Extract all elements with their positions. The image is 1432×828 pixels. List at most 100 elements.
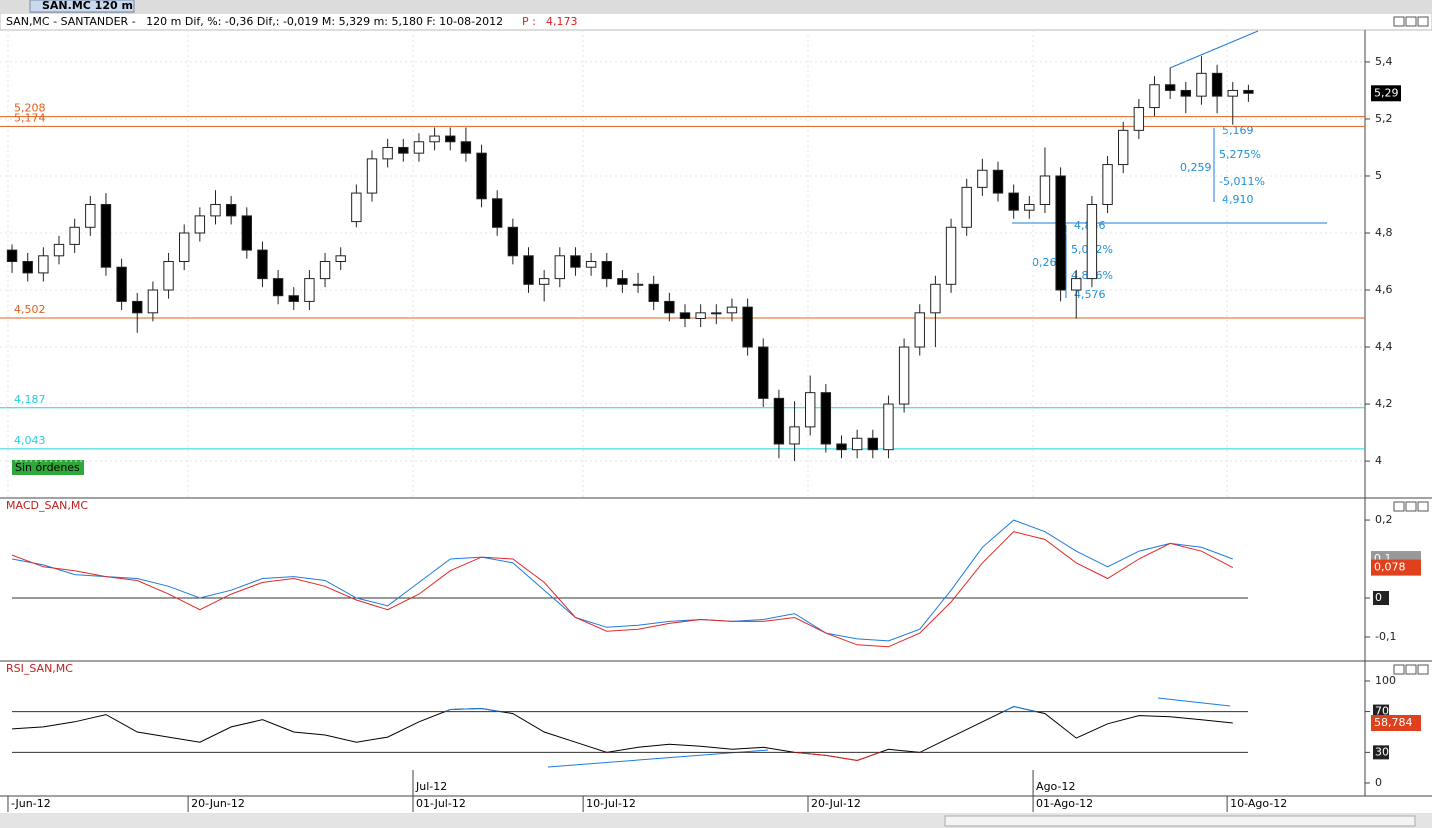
window-buttons	[1393, 16, 1429, 675]
level-label: 4,187	[14, 393, 46, 406]
candle-body	[304, 278, 315, 302]
candle-body	[445, 135, 456, 143]
x-tick-label: 01-Jul-12	[416, 797, 466, 810]
orders-text: Sin órdenes	[15, 461, 80, 474]
y-tick-label: 30	[1375, 745, 1389, 758]
info-p-value: 4,173	[546, 15, 578, 28]
candle-body	[241, 215, 252, 251]
candle-body	[210, 203, 221, 217]
info-text: SAN,MC - SANTANDER - 120 m Dif, %: -0,36…	[6, 15, 503, 28]
y-tick-label: 100	[1375, 674, 1396, 687]
candle-body	[805, 392, 816, 428]
tick-box	[1373, 591, 1389, 606]
candle-body	[351, 192, 362, 223]
candle-body	[1211, 72, 1223, 97]
x-tick-label: 10-Ago-12	[1230, 797, 1287, 810]
x-tick-label: 20-Jul-12	[811, 797, 861, 810]
candle-body	[1008, 192, 1019, 211]
candle-body	[1180, 89, 1192, 97]
candle-body	[163, 261, 174, 291]
candle-body	[507, 226, 519, 257]
y-tick-label: 5	[1375, 169, 1382, 182]
tick-box	[1373, 745, 1389, 760]
series-line	[12, 519, 1233, 642]
orders-box[interactable]	[12, 460, 84, 475]
month-label: Ago-12	[1036, 780, 1075, 793]
candle-body	[413, 141, 425, 154]
last-value-label: 0,078	[1374, 561, 1406, 574]
candle-body	[1149, 84, 1160, 109]
candle-body	[476, 152, 487, 200]
candle-body	[617, 278, 628, 285]
minimize[interactable]	[1393, 501, 1405, 512]
candle-body	[1118, 129, 1129, 166]
candle-body	[789, 426, 800, 445]
candle-body	[1055, 175, 1066, 291]
annotation: 4,910	[1222, 193, 1254, 206]
candle-body	[38, 255, 49, 274]
close[interactable]	[1417, 16, 1429, 27]
candle-body	[632, 283, 644, 286]
candle-body	[930, 283, 941, 314]
candle-body	[1164, 84, 1176, 91]
panel-title: RSI_SAN,MC	[6, 662, 73, 675]
candle-body	[132, 300, 143, 314]
info-p-label: P :	[522, 15, 536, 28]
y-tick-label: 0	[1375, 776, 1382, 789]
y-tick-label: -0,1	[1375, 630, 1396, 643]
tab-bar	[0, 0, 1432, 12]
candle-body	[179, 232, 190, 263]
candle-body	[664, 300, 675, 314]
candle-body	[69, 226, 80, 245]
info-bar	[0, 12, 1432, 31]
candle-body	[194, 215, 206, 234]
candle-body	[773, 397, 785, 445]
y-tick-label: 4,6	[1375, 283, 1393, 296]
x-tick-label: 10-Jul-12	[586, 797, 636, 810]
candle-body	[554, 255, 565, 280]
minimize[interactable]	[1393, 664, 1405, 675]
candle-body	[1227, 89, 1238, 97]
candle-body	[1196, 72, 1207, 97]
candle-body	[851, 437, 863, 451]
x-tick-label: -Jun-12	[11, 797, 51, 810]
candle-body	[898, 346, 910, 405]
candle-body	[883, 403, 894, 451]
candle-body	[429, 135, 440, 143]
candle-body	[1086, 203, 1098, 280]
candle-body	[147, 289, 159, 314]
y-tick-label: 0	[1375, 591, 1382, 604]
y-tick-label: 5,4	[1375, 55, 1393, 68]
candle-body	[695, 312, 706, 320]
candle-body	[492, 198, 503, 228]
candle-body	[570, 255, 581, 268]
maximize[interactable]	[1405, 501, 1417, 512]
annotation: -5,011%	[1219, 175, 1265, 188]
overbought-line	[443, 705, 1039, 712]
candle-body	[523, 255, 534, 285]
level-label: 4,502	[14, 303, 46, 316]
annotation: 5,169	[1222, 124, 1254, 137]
close[interactable]	[1417, 664, 1429, 675]
maximize[interactable]	[1405, 664, 1417, 675]
candle-body	[1133, 107, 1145, 131]
candle-body	[648, 283, 659, 302]
candle-body	[319, 261, 331, 280]
last-value-box	[1371, 559, 1421, 576]
candle-body	[585, 261, 597, 268]
maximize[interactable]	[1405, 16, 1417, 27]
candle-body	[366, 158, 378, 194]
candle-body	[53, 243, 65, 257]
close[interactable]	[1417, 501, 1429, 512]
minimize[interactable]	[1393, 16, 1405, 27]
annotation: 4,576	[1074, 288, 1106, 301]
candle-body	[726, 306, 738, 314]
scroll-thumb[interactable]	[944, 815, 1416, 827]
candle-body	[945, 226, 957, 285]
tab[interactable]	[29, 0, 135, 13]
rsi-divergence	[1157, 697, 1231, 707]
x-tick-label: 01-Ago-12	[1036, 797, 1093, 810]
tab-title: SAN.MC 120 m	[42, 0, 133, 12]
y-tick-label: 5,2	[1375, 112, 1393, 125]
